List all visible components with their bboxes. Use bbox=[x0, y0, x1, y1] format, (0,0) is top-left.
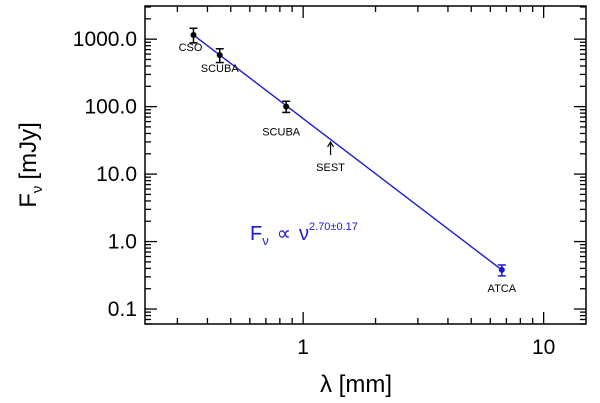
fit-line bbox=[193, 34, 503, 271]
y-axis-label-unit: [mJy] bbox=[15, 122, 42, 179]
point-label: SCUBA bbox=[201, 63, 240, 75]
upper-limit-arrowhead bbox=[327, 140, 335, 148]
point-label: CSO bbox=[179, 42, 203, 54]
y-axis-label-f: F bbox=[15, 193, 42, 208]
data-point bbox=[283, 103, 290, 110]
formula-nu: ν bbox=[299, 223, 309, 245]
formula-sub: ν bbox=[262, 233, 269, 248]
x-tick-label: 10 bbox=[532, 336, 555, 359]
y-tick-label: 1.0 bbox=[108, 231, 137, 254]
formula-prop: ∝ bbox=[277, 223, 291, 245]
formula-f: F bbox=[250, 223, 262, 245]
upper-limits: SEST bbox=[316, 140, 345, 174]
point-label: ATCA bbox=[488, 283, 517, 295]
data-point bbox=[190, 32, 197, 39]
y-tick-label: 0.1 bbox=[108, 298, 137, 321]
fit-formula: Fν ∝ ν2.70±0.17 bbox=[250, 221, 358, 248]
y-axis-label-sub: ν bbox=[29, 186, 46, 194]
y-tick-label: 10.0 bbox=[96, 163, 137, 186]
x-tick-label: 1 bbox=[297, 336, 309, 359]
y-tick-label: 100.0 bbox=[84, 96, 137, 119]
fit-line-group bbox=[193, 34, 503, 271]
y-axis-label: Fν [mJy] bbox=[15, 122, 46, 208]
y-tick-label: 1000.0 bbox=[73, 28, 137, 51]
upper-limit-label: SEST bbox=[316, 162, 345, 174]
plot-frame bbox=[144, 5, 587, 325]
data-points: CSO SCUBA SCUBA ATCA bbox=[179, 27, 517, 295]
axis-ticks bbox=[145, 6, 586, 325]
tick-labels: 1 10 0.1 1.0 10.0 100.0 1000.0 bbox=[73, 28, 556, 359]
data-point bbox=[216, 52, 223, 59]
x-axis-label: λ [mm] bbox=[320, 371, 392, 398]
point-label: SCUBA bbox=[262, 127, 301, 139]
data-point bbox=[498, 266, 505, 273]
formula-exponent: 2.70±0.17 bbox=[309, 221, 358, 233]
